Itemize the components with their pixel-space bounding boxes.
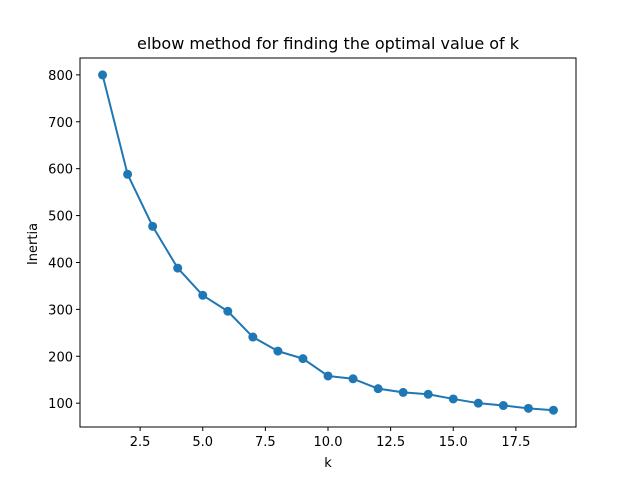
data-point	[523, 403, 533, 413]
x-tick-label: 10.0	[314, 435, 343, 450]
x-tick-label: 7.5	[255, 435, 276, 450]
y-tick-label: 400	[48, 256, 73, 271]
data-point	[448, 394, 458, 404]
data-point	[273, 346, 283, 356]
data-point	[98, 70, 108, 80]
data-point	[473, 398, 483, 408]
y-axis-label: Inertia	[26, 223, 41, 265]
data-point	[198, 290, 208, 300]
data-point	[123, 169, 133, 179]
data-point	[498, 401, 508, 411]
x-tick-label: 5.0	[192, 435, 213, 450]
data-point	[248, 332, 258, 342]
data-point	[223, 306, 233, 316]
ticks-layer: 2.5 5.0 7.5 10.0 12.5 15.0 17.5 100 200 300 400 500…	[48, 69, 530, 450]
y-tick-label: 500	[48, 210, 73, 225]
x-tick-label: 15.0	[439, 435, 468, 450]
data-point	[323, 371, 333, 381]
data-point	[398, 387, 408, 397]
data-point	[373, 384, 383, 394]
y-tick-label: 100	[48, 397, 73, 412]
data-point	[548, 405, 558, 415]
chart-title: elbow method for finding the optimal val…	[137, 34, 520, 53]
data-point	[298, 354, 308, 364]
y-tick-label: 800	[48, 69, 73, 84]
x-axis-label: k	[324, 456, 332, 471]
x-tick-label: 17.5	[501, 435, 530, 450]
data-point	[423, 389, 433, 399]
y-tick-label: 600	[48, 163, 73, 178]
y-tick-label: 300	[48, 303, 73, 318]
y-tick-label: 700	[48, 116, 73, 131]
data-point	[348, 374, 358, 384]
data-point	[173, 263, 183, 273]
plot-frame	[79, 57, 577, 428]
y-tick-label: 200	[48, 350, 73, 365]
x-tick-label: 12.5	[376, 435, 405, 450]
plot-layer	[98, 70, 558, 415]
data-point	[148, 221, 158, 231]
x-tick-label: 2.5	[130, 435, 151, 450]
